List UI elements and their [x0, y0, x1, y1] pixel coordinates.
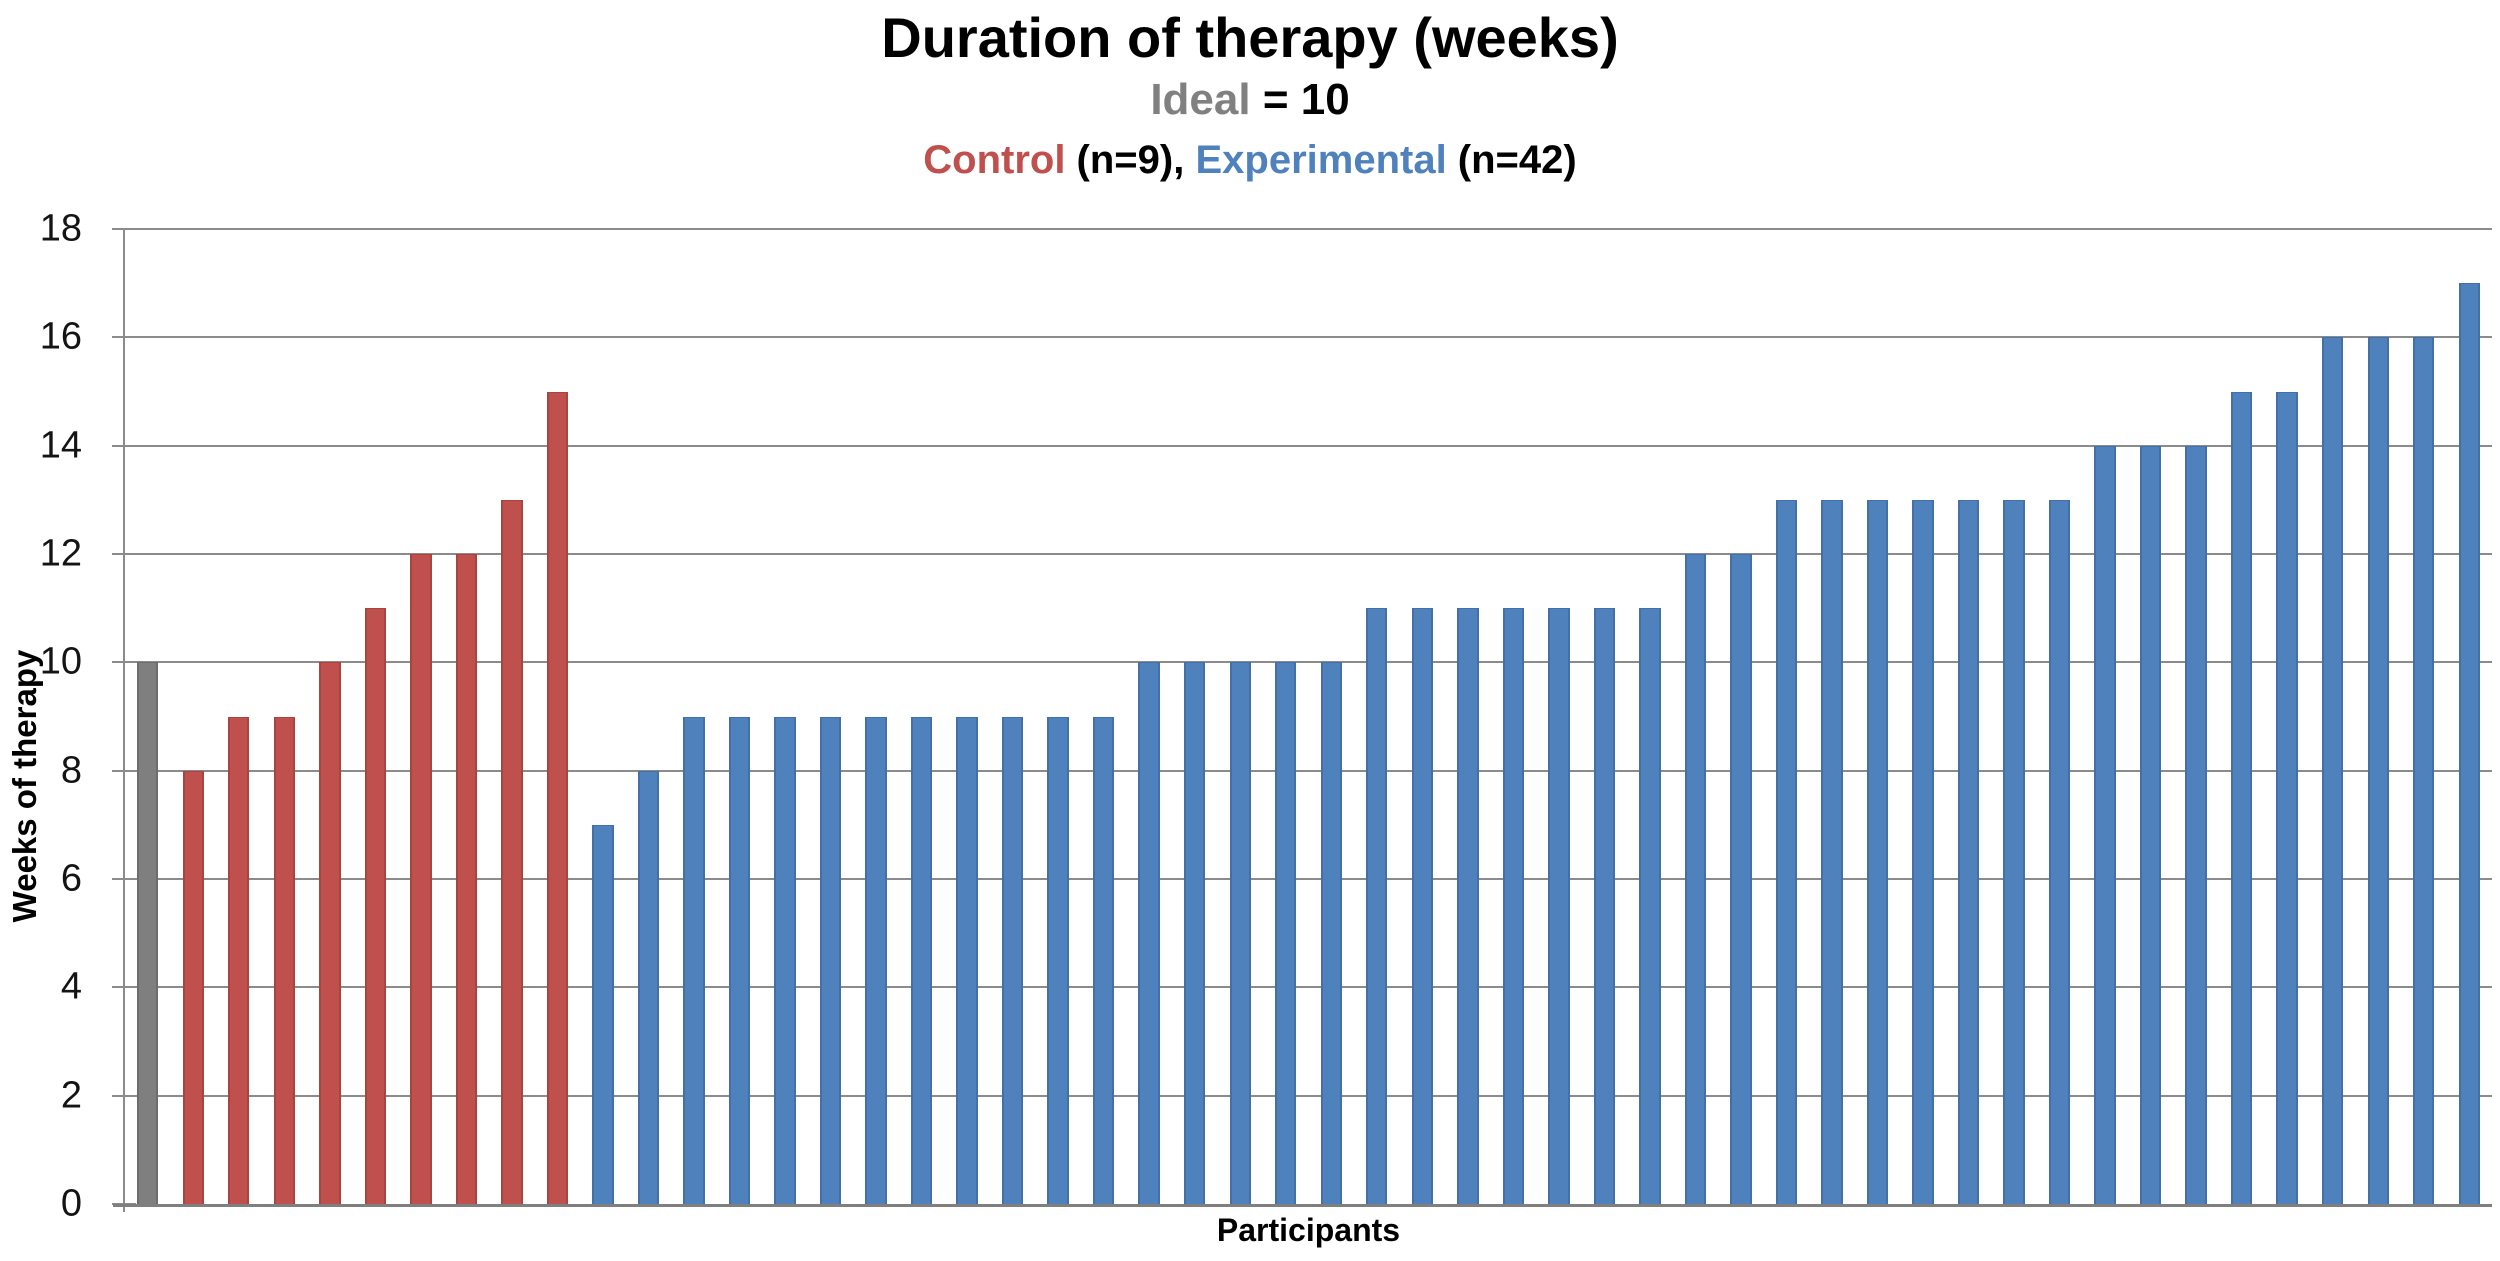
bar-experimental-14: [728, 716, 751, 1204]
bar-experimental-30: [1457, 608, 1479, 1204]
bar-experimental-40: [1912, 499, 1934, 1204]
legend-experimental-label: Experimental: [1195, 138, 1447, 182]
bar-control-10: [546, 391, 569, 1204]
y-axis-line: [123, 229, 125, 1212]
subtitle-ideal-value: = 10: [1250, 75, 1350, 124]
subtitle-ideal-label: Ideal: [1150, 75, 1251, 124]
bar-control-5: [319, 662, 341, 1204]
bar-experimental-48: [2276, 391, 2298, 1204]
gridline-2: [125, 1094, 2492, 1097]
y-tick-label-6: 6: [60, 857, 82, 900]
bar-experimental-29: [1411, 608, 1433, 1204]
bar-control-7: [410, 554, 432, 1204]
legend-experimental-n: (n=42): [1446, 138, 1577, 182]
bar-experimental-50: [2367, 337, 2389, 1204]
gridline-4: [125, 986, 2492, 989]
bar-experimental-23: [1138, 662, 1160, 1204]
bar-experimental-17: [865, 716, 887, 1204]
bar-experimental-25: [1229, 662, 1251, 1204]
x-axis-title: Participants: [1216, 1212, 1401, 1248]
gridline-6: [125, 878, 2492, 880]
x-axis-line: [113, 1204, 2492, 1207]
y-tick-label-0: 0: [60, 1182, 82, 1225]
chart-subtitle: Ideal = 10: [0, 74, 2500, 126]
bar-control-9: [501, 499, 523, 1204]
bar-experimental-12: [637, 770, 660, 1204]
y-tick-label-16: 16: [39, 315, 82, 358]
legend-control-n: (n=9),: [1065, 138, 1196, 182]
y-tick-label-8: 8: [60, 749, 82, 792]
bar-experimental-21: [1047, 716, 1069, 1204]
gridline-14: [125, 444, 2492, 447]
y-tick-label-18: 18: [39, 207, 82, 250]
bar-experimental-45: [2139, 445, 2162, 1204]
bar-control-3: [228, 716, 250, 1204]
bar-ideal-1: [137, 662, 159, 1204]
bar-experimental-13: [683, 716, 705, 1204]
gridline-16: [125, 336, 2492, 339]
bar-experimental-31: [1502, 608, 1525, 1204]
bar-control-6: [364, 608, 387, 1204]
bar-experimental-46: [2185, 445, 2207, 1204]
gridline-12: [125, 553, 2492, 555]
bar-control-4: [273, 716, 295, 1204]
gridline-8: [125, 769, 2492, 772]
chart-group-note: Control (n=9), Experimental (n=42): [0, 136, 2500, 184]
bar-experimental-37: [1775, 499, 1798, 1204]
y-axis-title: Weeks of therapy: [6, 649, 43, 923]
plot-area: [112, 228, 2492, 1212]
bar-experimental-19: [956, 716, 978, 1204]
y-tick-label-2: 2: [60, 1074, 82, 1117]
gridline-10: [125, 661, 2492, 664]
bar-experimental-39: [1866, 499, 1889, 1204]
bar-experimental-27: [1320, 662, 1342, 1204]
bar-experimental-51: [2413, 337, 2435, 1204]
bar-experimental-11: [592, 824, 614, 1204]
y-tick-labels: 0 2 4 6 8 10 12 14 16 18: [0, 208, 102, 1225]
bar-control-2: [182, 770, 204, 1204]
bar-experimental-52: [2458, 283, 2480, 1204]
y-tick-label-4: 4: [60, 965, 82, 1008]
bar-experimental-41: [1957, 499, 1980, 1204]
y-tick-label-14: 14: [39, 424, 82, 467]
bar-experimental-18: [910, 716, 933, 1204]
legend-control-label: Control: [923, 138, 1066, 182]
bar-experimental-20: [1001, 716, 1024, 1204]
y-tick-label-12: 12: [39, 532, 82, 575]
bar-experimental-35: [1684, 554, 1707, 1204]
bar-experimental-26: [1275, 662, 1297, 1204]
bar-experimental-36: [1730, 554, 1752, 1204]
bar-experimental-24: [1184, 662, 1206, 1204]
bar-control-8: [455, 554, 478, 1204]
bar-experimental-42: [2003, 499, 2025, 1204]
bar-experimental-49: [2321, 337, 2344, 1204]
gridline-18: [125, 228, 2492, 230]
bar-experimental-34: [1639, 608, 1661, 1204]
bar-experimental-32: [1548, 608, 1570, 1204]
bar-experimental-16: [819, 716, 842, 1204]
bar-experimental-15: [774, 716, 796, 1204]
y-tick-label-10: 10: [39, 640, 82, 683]
bar-experimental-28: [1366, 608, 1388, 1204]
bar-experimental-43: [2048, 499, 2071, 1204]
bar-experimental-33: [1593, 608, 1616, 1204]
bar-experimental-44: [2094, 445, 2116, 1204]
bar-experimental-47: [2230, 391, 2253, 1204]
bar-experimental-22: [1092, 716, 1115, 1204]
bar-experimental-38: [1821, 499, 1843, 1204]
chart-title: Duration of therapy (weeks): [881, 6, 1619, 69]
